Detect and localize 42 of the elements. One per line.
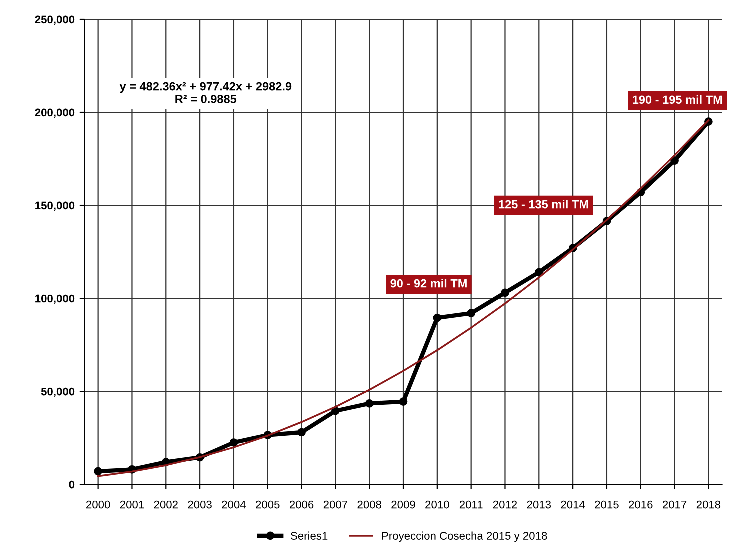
x-tick-label: 2014 bbox=[561, 500, 586, 509]
point bbox=[332, 406, 340, 416]
point bbox=[433, 314, 442, 322]
y-tick-label: 250,000 bbox=[35, 16, 75, 26]
point bbox=[501, 288, 510, 298]
x-tick-label: 2000 bbox=[86, 500, 110, 509]
point bbox=[399, 398, 408, 406]
y-tick-label: 100,000 bbox=[36, 294, 75, 304]
x-tick-label: 2017 bbox=[662, 500, 687, 509]
x-tick-label: 2002 bbox=[154, 500, 178, 509]
point bbox=[534, 268, 544, 277]
x-tick-label: 2018 bbox=[696, 500, 721, 509]
legend-label: Proyeccion Cosecha 2015 y 2018 bbox=[382, 532, 548, 542]
legend-label: Series1 bbox=[290, 532, 328, 540]
x-tick-label: 2011 bbox=[460, 500, 483, 509]
annotation: 190 - 195 mil TM bbox=[633, 95, 722, 104]
annotation: 125 - 135 mil TM bbox=[499, 200, 588, 209]
x-tick-label: 2007 bbox=[324, 500, 348, 509]
x-tick-label: 2010 bbox=[426, 500, 450, 509]
y-tick-label: 50,000 bbox=[41, 388, 75, 398]
x-tick-label: 2012 bbox=[493, 500, 518, 509]
y-tick-label: 150,000 bbox=[36, 202, 75, 212]
x-tick-label: 2001 bbox=[120, 500, 144, 509]
x-tick-label: 2016 bbox=[629, 500, 653, 509]
x-tick-label: 2004 bbox=[222, 500, 246, 509]
point bbox=[298, 428, 306, 437]
point bbox=[467, 309, 476, 318]
x-tick-label: 2003 bbox=[188, 500, 212, 509]
x-tick-label: 2013 bbox=[527, 500, 552, 509]
annotation: 90 - 92 mil TM bbox=[390, 279, 467, 288]
point bbox=[670, 156, 679, 166]
y-tick-label: 200,000 bbox=[35, 108, 75, 118]
point bbox=[365, 399, 374, 408]
annotation: y = 482.36x² + 977.42x + 2982.9 R² = 0.9885 bbox=[120, 82, 292, 104]
y-tick-label: 0 bbox=[69, 480, 75, 489]
x-tick-label: 2005 bbox=[256, 500, 280, 509]
x-tick-label: 2015 bbox=[595, 500, 619, 509]
point bbox=[230, 438, 238, 447]
x-tick-label: 2009 bbox=[392, 500, 416, 509]
x-tick-label: 2006 bbox=[290, 500, 314, 509]
x-tick-label: 2008 bbox=[358, 500, 382, 509]
point bbox=[94, 467, 102, 476]
